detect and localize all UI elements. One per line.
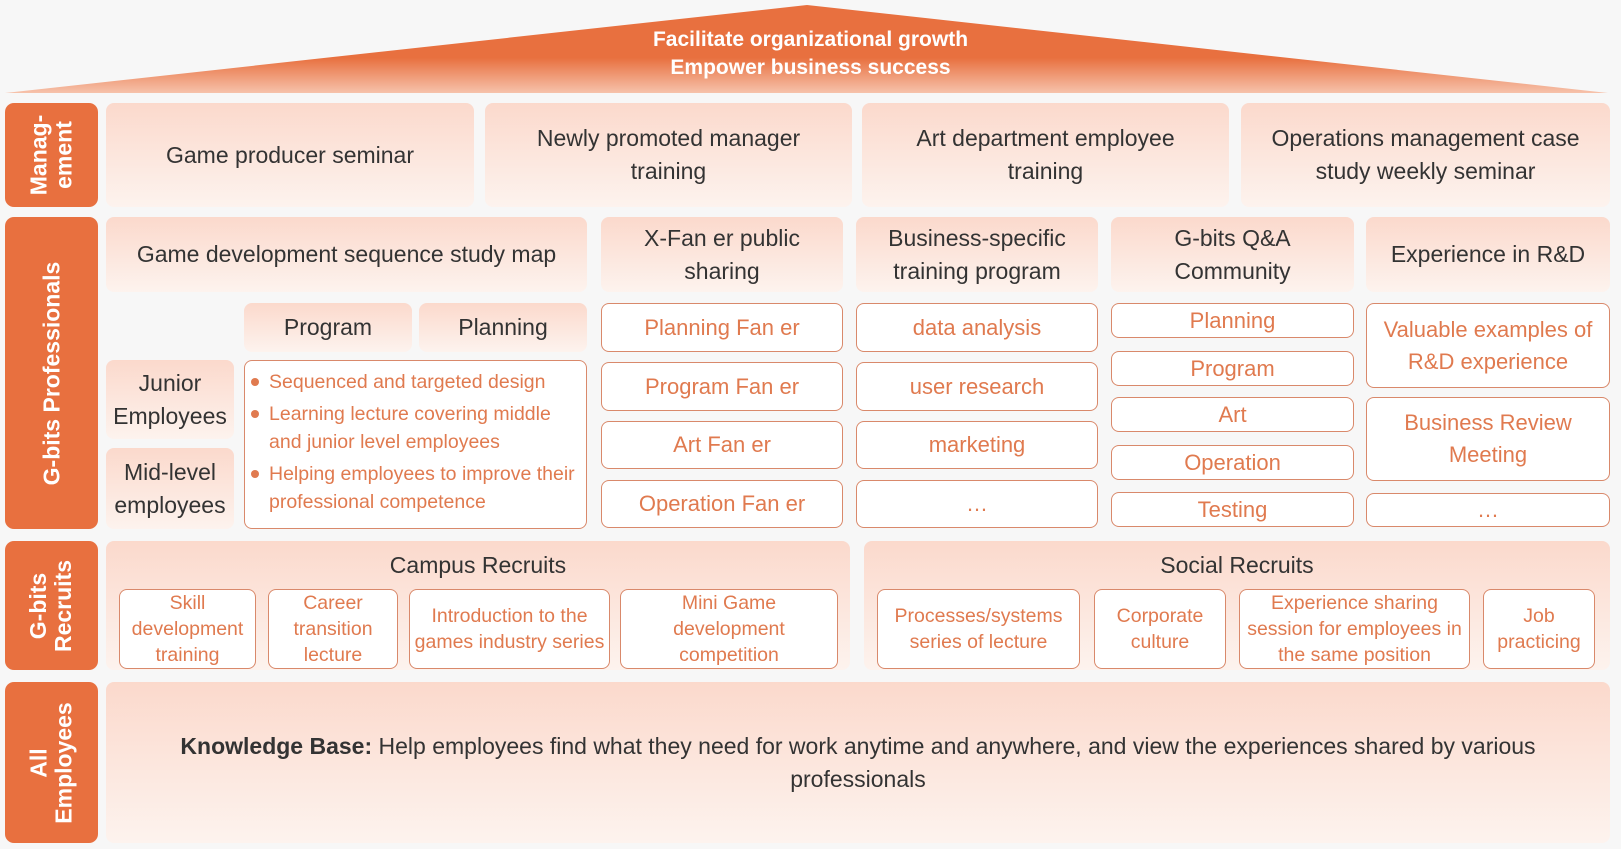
- social-title: Social Recruits: [1160, 552, 1314, 578]
- mgmt-item: Newly promoted manager training: [485, 103, 852, 207]
- label-all-employees: All Employees: [5, 682, 98, 843]
- label-recruits: G-bits Recruits: [5, 541, 98, 670]
- mgmt-item: Game producer seminar: [106, 103, 474, 207]
- campus-item: Introduction to the games industry serie…: [409, 589, 610, 669]
- level-mid: Mid-level employees: [106, 448, 234, 529]
- mgmt-item: Art department employee training: [862, 103, 1229, 207]
- level-junior: Junior Employees: [106, 360, 234, 439]
- business-item: …: [856, 480, 1098, 528]
- roof-line-1: Facilitate organizational growth: [652, 28, 969, 51]
- campus-item: Career transition lecture: [268, 589, 398, 669]
- track-planning: Planning: [419, 303, 587, 352]
- study-map-bullets: Sequenced and targeted design Learning l…: [244, 360, 587, 529]
- qa-item: Art: [1111, 397, 1354, 432]
- fan-er-item: Program Fan er: [601, 362, 843, 411]
- roof-line-2: Empower business success: [670, 56, 951, 79]
- social-item: Job practicing: [1483, 589, 1595, 669]
- study-map-title: Game development sequence study map: [106, 217, 587, 292]
- fan-er-item: Art Fan er: [601, 421, 843, 469]
- rd-item: …: [1366, 493, 1610, 527]
- mgmt-item: Operations management case study weekly …: [1241, 103, 1610, 207]
- label-management: Manag- ement: [5, 103, 98, 207]
- kb-label: Knowledge Base:: [180, 732, 373, 759]
- social-item: Corporate culture: [1094, 589, 1226, 669]
- kb-text: Help employees find what they need for w…: [372, 732, 1536, 792]
- fan-er-item: Planning Fan er: [601, 303, 843, 352]
- business-item: marketing: [856, 421, 1098, 469]
- bullet: Sequenced and targeted design: [245, 368, 582, 396]
- campus-item: Mini Game development competition: [620, 589, 838, 669]
- social-item: Experience sharing session for employees…: [1239, 589, 1470, 669]
- qa-item: Operation: [1111, 445, 1354, 480]
- roof: [5, 5, 1608, 93]
- social-item: Processes/systems series of lecture: [877, 589, 1080, 669]
- rd-item: Valuable examples of R&D experience: [1366, 303, 1610, 388]
- bullet: Learning lecture covering middle and jun…: [245, 400, 582, 456]
- campus-title: Campus Recruits: [389, 552, 567, 578]
- business-item: data analysis: [856, 303, 1098, 352]
- label-professionals: G-bits Professionals: [5, 217, 98, 529]
- rd-title: Experience in R&D: [1366, 217, 1610, 292]
- fan-er-title: X-Fan er public sharing: [601, 217, 843, 292]
- business-title: Business-specific training program: [856, 217, 1098, 292]
- track-program: Program: [244, 303, 412, 352]
- fan-er-item: Operation Fan er: [601, 480, 843, 528]
- bullet: Helping employees to improve their profe…: [245, 460, 582, 516]
- knowledge-base: Knowledge Base: Help employees find what…: [106, 682, 1610, 843]
- business-item: user research: [856, 362, 1098, 411]
- qa-title: G-bits Q&A Community: [1111, 217, 1354, 292]
- rd-item: Business Review Meeting: [1366, 397, 1610, 481]
- campus-item: Skill development training: [119, 589, 256, 669]
- qa-item: Planning: [1111, 303, 1354, 338]
- qa-item: Program: [1111, 351, 1354, 386]
- qa-item: Testing: [1111, 492, 1354, 527]
